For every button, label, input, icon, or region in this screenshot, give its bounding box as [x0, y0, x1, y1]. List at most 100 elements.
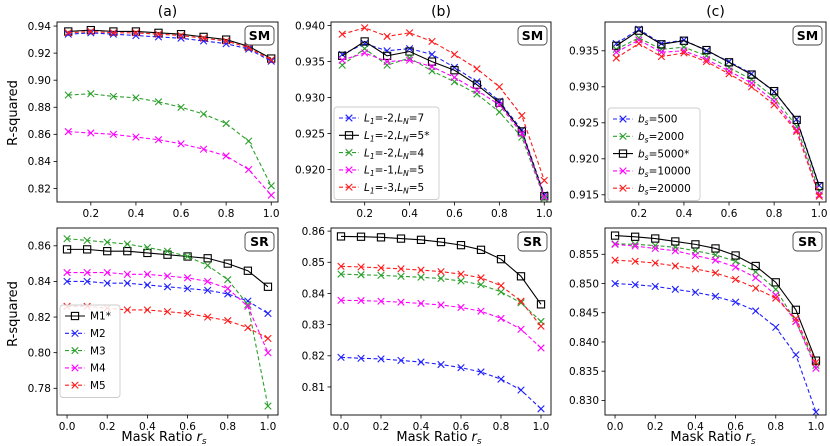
legend-label: bs=20000	[638, 183, 691, 197]
legend-label: M2	[90, 328, 106, 340]
data-point	[671, 285, 680, 294]
legend-label-part: =2000	[649, 131, 685, 143]
data-point	[702, 57, 711, 66]
data-point	[680, 49, 688, 57]
data-point	[267, 56, 275, 64]
legend-label-part: b	[638, 183, 645, 195]
data-point	[417, 299, 425, 308]
series-line	[68, 32, 272, 62]
data-point	[397, 272, 405, 280]
badge-label: SR	[250, 234, 269, 249]
data-point	[517, 297, 525, 305]
series-line	[616, 37, 820, 192]
legend-entry: bs=20000	[613, 183, 691, 197]
x-tick-label: 0.6	[453, 421, 470, 433]
data-point	[612, 41, 621, 50]
data-point	[792, 127, 801, 136]
y-tick-label: 0.915	[569, 190, 599, 202]
legend-marker	[619, 115, 627, 123]
legend-entry: M4	[65, 363, 106, 375]
data-point	[382, 51, 392, 60]
series-group	[610, 231, 821, 415]
data-point	[457, 303, 465, 312]
legend-label-part: L	[397, 130, 403, 142]
x-tick-label: 0.6	[721, 208, 738, 220]
legend-entry: L1=-2,LN=7	[339, 113, 424, 126]
data-point	[109, 30, 118, 38]
x-tick-label: 0.6	[727, 421, 744, 433]
data-point	[123, 270, 132, 278]
y-tick-label: 0.86	[28, 241, 52, 253]
data-point	[477, 368, 485, 376]
plot-frame	[330, 21, 552, 203]
data-point	[338, 56, 346, 64]
y-tick-label: 0.930	[295, 92, 325, 104]
y-tick-label: 0.86	[302, 226, 326, 238]
data-point	[224, 275, 232, 284]
data-point	[711, 269, 720, 277]
y-tick-label: 0.82	[28, 183, 51, 195]
data-point	[123, 306, 132, 314]
legend-marker	[345, 166, 353, 174]
legend-label-part: b	[638, 131, 645, 143]
series-group	[338, 24, 549, 202]
data-point	[691, 240, 700, 249]
badge-label: SM	[249, 28, 270, 43]
panels: 0.2 0.4 0.6 0.8 1.00.820.840.860.880.900.920…	[28, 4, 828, 433]
panel-title: (a)	[158, 4, 178, 20]
legend-label-part: =10000	[649, 166, 691, 178]
legend-label: M1*	[90, 311, 111, 323]
data-point	[222, 37, 230, 45]
data-point	[397, 265, 405, 273]
y-tick-label: 0.83	[302, 319, 325, 331]
data-point	[537, 322, 545, 330]
legend-marker	[619, 132, 627, 140]
chart-panel-4: 0.0 0.2 0.4 0.6 0.8 1.0 0.78 0.80 0.82 0.84 0.86 SR…	[28, 227, 279, 433]
x-axis-label-symbol: r	[197, 430, 204, 445]
legend-label-part: =7	[409, 113, 424, 125]
x-tick-label: 1.0	[263, 208, 280, 220]
data-point	[450, 66, 459, 75]
data-point	[417, 273, 425, 281]
legend-label: M5	[90, 380, 106, 392]
series-line	[615, 243, 817, 369]
series-line	[340, 235, 542, 305]
x-tick-label: 0.4	[413, 421, 430, 433]
y-tick-label: 0.84	[28, 276, 52, 288]
data-point	[657, 52, 666, 61]
legend-label-part: 1	[370, 152, 375, 161]
badge-label: SR	[523, 234, 542, 249]
legend-label-part: b	[638, 114, 645, 126]
data-point	[143, 243, 152, 252]
legend-label: M3	[90, 345, 106, 357]
data-point	[163, 247, 172, 255]
data-point	[691, 288, 700, 296]
data-point	[770, 101, 778, 109]
data-point	[264, 402, 272, 410]
data-point	[203, 254, 212, 263]
legend-label: bs=500	[638, 114, 677, 128]
legend-label: L1=-3,LN=5	[364, 182, 424, 196]
data-point	[109, 130, 118, 139]
data-point	[772, 285, 780, 294]
data-point	[357, 296, 365, 305]
data-point	[383, 32, 391, 41]
data-point	[815, 192, 823, 200]
x-tick-label: 0.6	[179, 421, 196, 433]
data-point	[264, 309, 272, 318]
data-point	[109, 29, 118, 37]
data-point	[177, 140, 185, 148]
data-point	[631, 257, 639, 265]
y-tick-label: 0.850	[569, 278, 599, 290]
data-point	[397, 356, 405, 365]
data-point	[163, 283, 172, 291]
data-point	[611, 240, 619, 249]
data-point	[356, 232, 366, 241]
data-point	[405, 47, 414, 56]
data-point	[103, 279, 111, 287]
x-axis-label-main: Mask Ratio	[396, 430, 471, 445]
data-point	[702, 55, 711, 64]
data-point	[711, 256, 720, 264]
legend-label-part: s	[645, 187, 649, 196]
legend-label-part: 1	[370, 117, 375, 126]
